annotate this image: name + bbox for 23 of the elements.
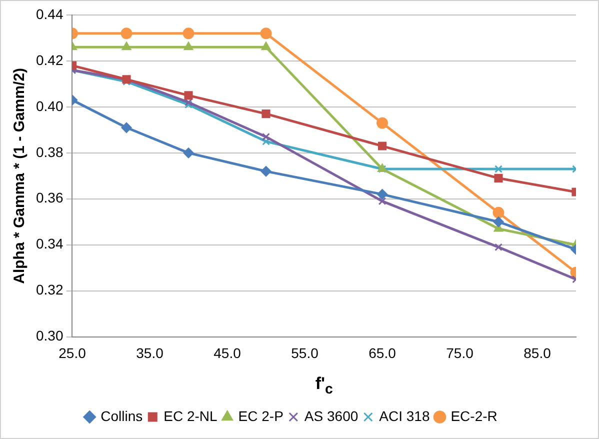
x-tick-label: 45.0 <box>214 345 242 362</box>
legend-label: EC 2-P <box>238 408 284 424</box>
y-tick-label: 0.44 <box>36 6 64 22</box>
legend-label: ACI 318 <box>379 408 430 424</box>
x-tick-label: 25.0 <box>58 345 86 362</box>
legend-label: Collins <box>100 408 143 424</box>
y-tick-label: 0.34 <box>36 236 64 252</box>
y-axis-title: Alpha * Gamma * (1 - Gamm/2) <box>11 68 28 284</box>
y-tick-label: 0.32 <box>36 282 64 298</box>
legend-label: AS 3600 <box>304 408 358 424</box>
y-tick-label: 0.40 <box>36 98 64 114</box>
x-tick-label: 35.0 <box>136 345 164 362</box>
x-tick-label: 85.0 <box>524 345 552 362</box>
y-tick-label: 0.30 <box>36 328 64 344</box>
y-tick-label: 0.42 <box>36 52 64 68</box>
x-axis-title: f'$_{c}$ <box>315 374 333 398</box>
y-tick-label: 0.38 <box>36 144 64 160</box>
x-tick-label: 75.0 <box>446 345 474 362</box>
legend-label: EC 2-NL <box>164 408 218 424</box>
legend-label: EC-2-R <box>450 408 498 424</box>
x-tick-label: 65.0 <box>368 345 396 362</box>
y-tick-label: 0.36 <box>36 190 64 206</box>
x-tick-label: 55.0 <box>291 345 319 362</box>
